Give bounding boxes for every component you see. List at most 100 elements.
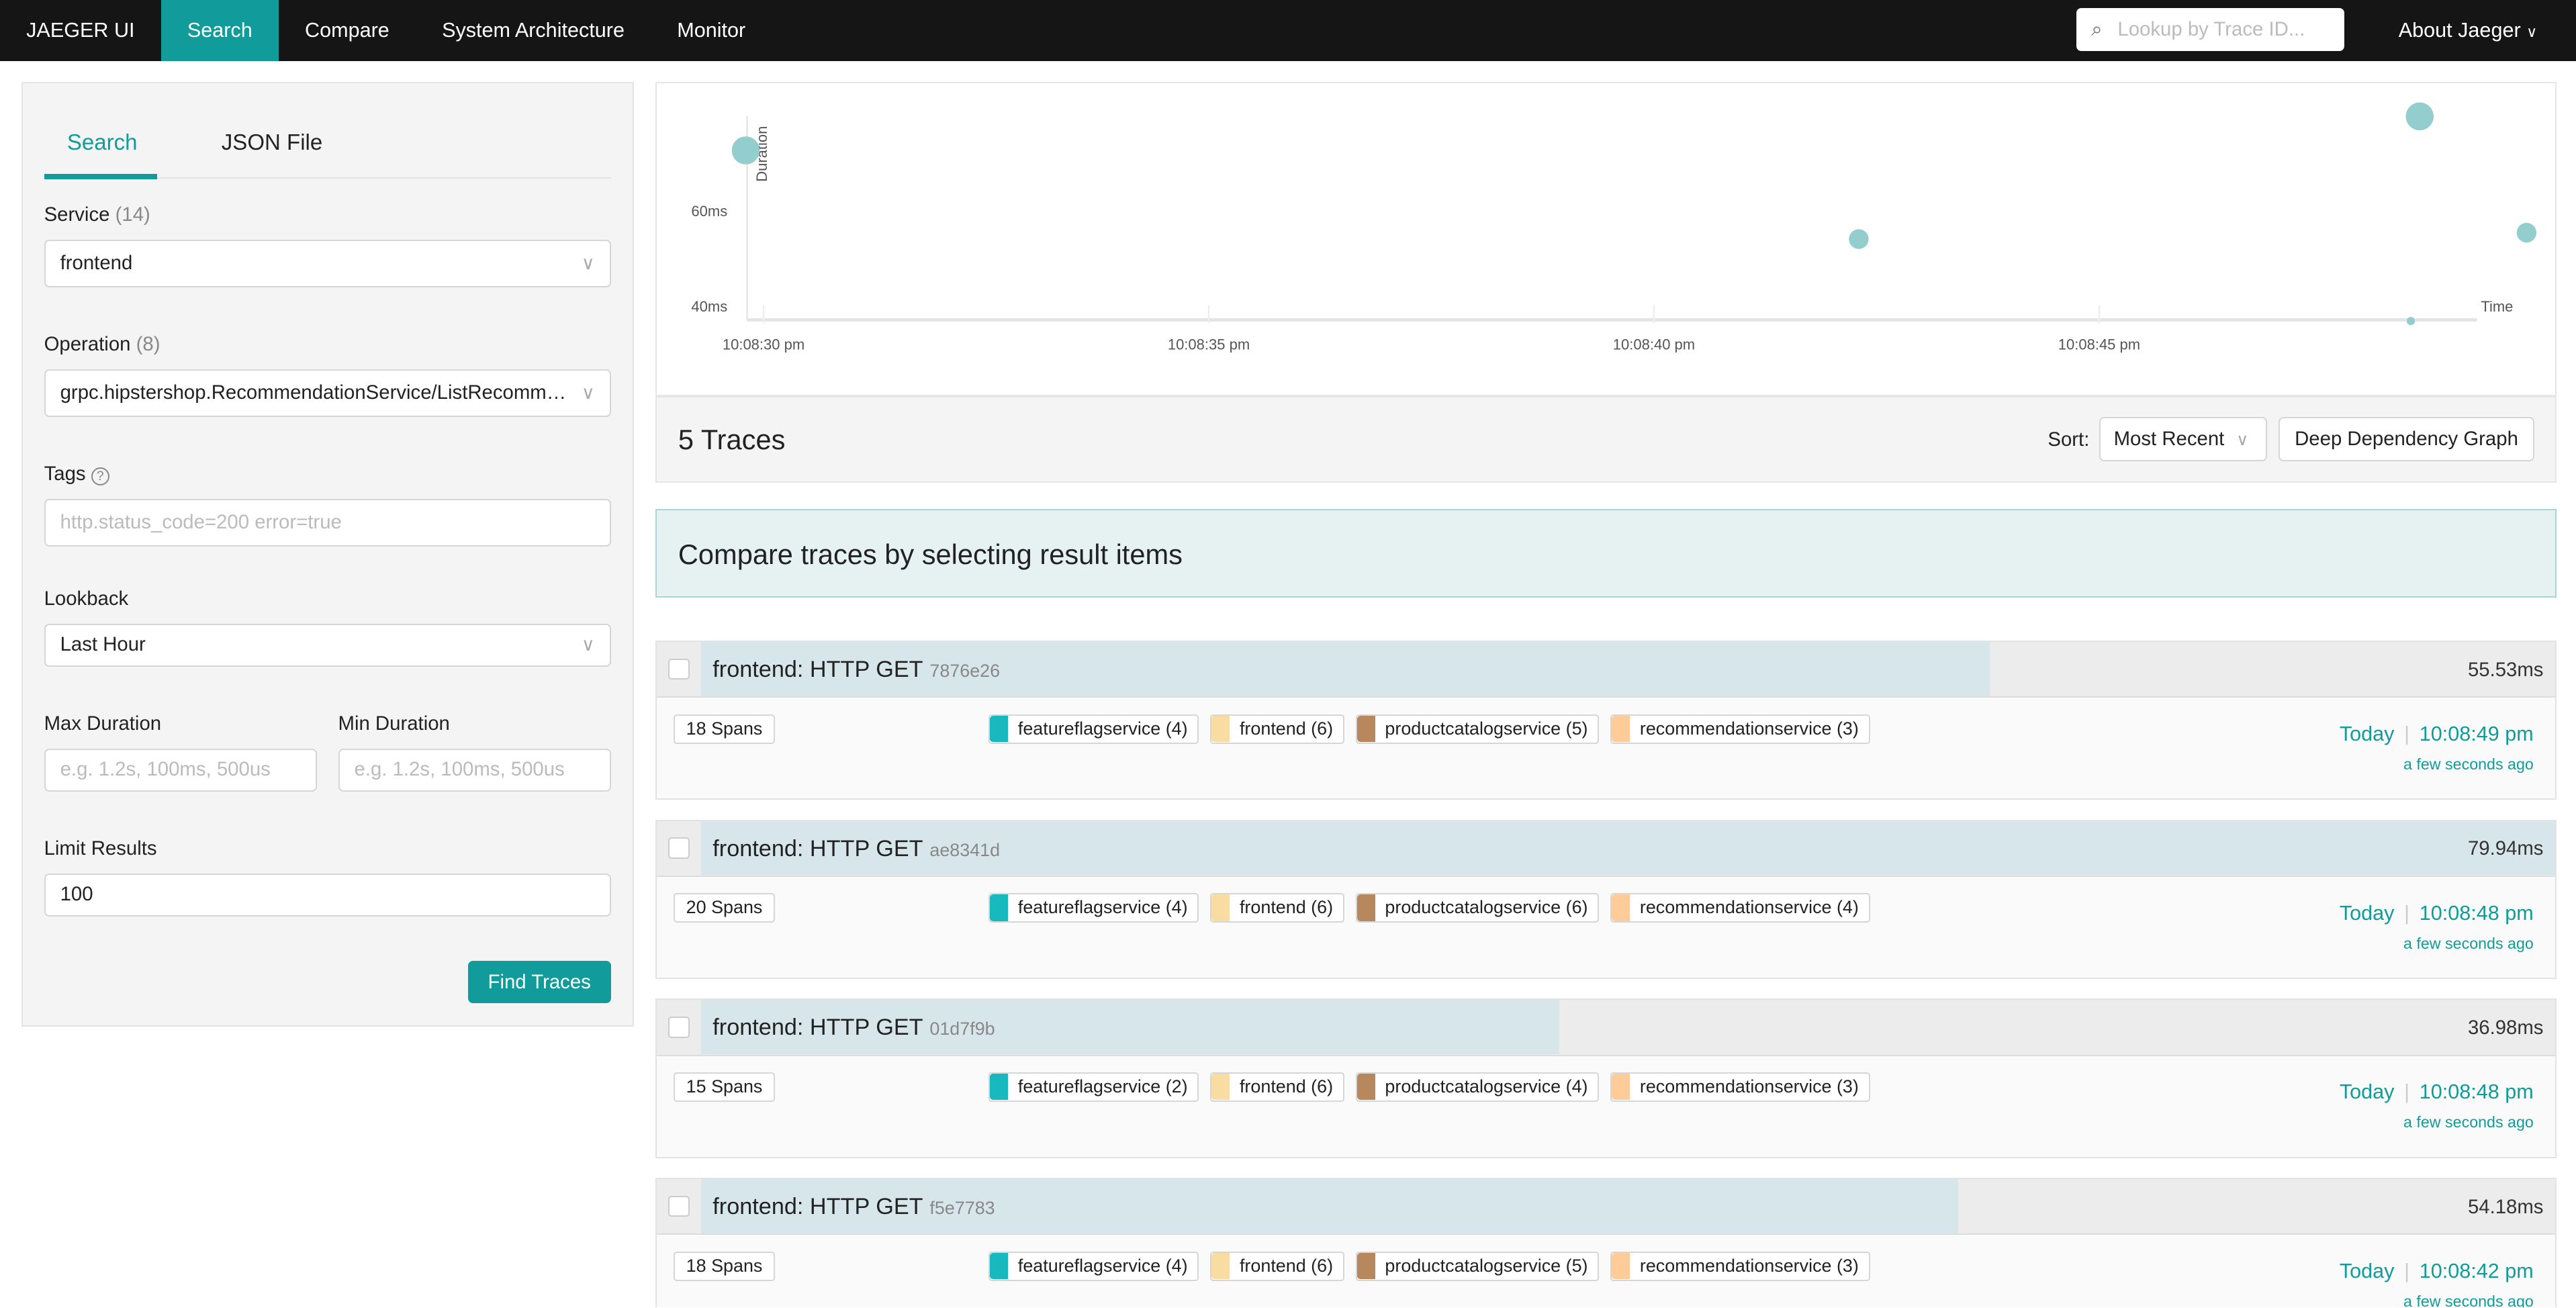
brand-logo[interactable]: JAEGER UI [26, 19, 135, 42]
trace-count: 5 Traces [678, 423, 786, 455]
service-tag: recommendationservice (3) [1610, 1251, 1870, 1281]
trace-point [2405, 102, 2434, 131]
trace-relative-time: a few seconds ago [2403, 1113, 2534, 1131]
search-tabs: Search JSON File [44, 83, 611, 179]
span-count-badge: 18 Spans [673, 714, 776, 744]
trace-result-item[interactable]: frontend: HTTP GET 7876e26 55.53ms 18 Spa… [655, 641, 2557, 800]
trace-duration: 36.98ms [2467, 1016, 2544, 1039]
trace-title[interactable]: frontend: HTTP GET 7876e26 [712, 657, 1001, 683]
trace-header[interactable]: frontend: HTTP GET 01d7f9b 36.98ms [657, 1000, 2555, 1056]
sort-label: Sort: [2048, 428, 2090, 451]
sort-select[interactable]: Most Recent ∨ [2099, 416, 2267, 461]
chevron-down-icon: ∨ [581, 635, 595, 655]
service-tag: productcatalogservice (5) [1355, 1251, 1600, 1281]
service-tag: productcatalogservice (6) [1355, 893, 1600, 923]
service-color-swatch [1356, 715, 1375, 742]
chevron-down-icon: ∨ [581, 382, 595, 403]
trace-start-time: Today | 10:08:48 pm [2339, 1080, 2534, 1104]
trace-point [1849, 229, 1869, 250]
chevron-down-icon: ∨ [2526, 24, 2538, 40]
top-nav: JAEGER UI Search Compare System Architec… [0, 0, 2576, 61]
service-color-swatch [1211, 1252, 1230, 1279]
trace-title[interactable]: frontend: HTTP GET f5e7783 [712, 1194, 995, 1220]
trace-result-item[interactable]: frontend: HTTP GET ae8341d 79.94ms 20 Spa… [655, 819, 2557, 980]
service-color-swatch [1612, 894, 1630, 921]
service-color-swatch [1356, 1074, 1375, 1101]
service-color-swatch [1211, 715, 1230, 742]
span-count-badge: 18 Spans [673, 1251, 776, 1281]
trace-select-checkbox[interactable] [668, 1195, 690, 1217]
service-color-swatch [1612, 715, 1630, 742]
operation-label: Operation (8) [44, 333, 160, 356]
tags-label: Tags ? [44, 463, 109, 486]
service-tag: featureflagservice (4) [988, 714, 1199, 744]
span-count-badge: 20 Spans [673, 893, 776, 923]
x-tick-label: 10:08:30 pm [723, 336, 804, 353]
service-tags: featureflagservice (4) frontend (6) produc… [988, 714, 1870, 744]
operation-select[interactable]: grpc.hipstershop.RecommendationService/L… [44, 369, 611, 417]
scatter-svg: 40ms 60ms 10:08:30 pm 10:08:35 pm 10:08:40 p… [692, 102, 2537, 353]
trace-select-checkbox[interactable] [668, 837, 690, 859]
trace-title[interactable]: frontend: HTTP GET 01d7f9b [712, 1015, 995, 1041]
service-color-swatch [990, 715, 1009, 742]
service-tag: featureflagservice (4) [988, 1251, 1199, 1281]
max-duration-input[interactable]: e.g. 1.2s, 100ms, 500us [44, 749, 317, 792]
find-traces-button[interactable]: Find Traces [467, 960, 611, 1004]
trace-point [2407, 317, 2416, 326]
trace-header[interactable]: frontend: HTTP GET 7876e26 55.53ms [657, 642, 2555, 698]
trace-select-checkbox[interactable] [668, 658, 690, 680]
trace-select-checkbox[interactable] [668, 1016, 690, 1038]
trace-relative-time: a few seconds ago [2403, 755, 2534, 773]
deep-dependency-graph-button[interactable]: Deep Dependency Graph [2278, 416, 2535, 461]
service-tag: recommendationservice (3) [1610, 1072, 1870, 1103]
trace-duration-bar [701, 821, 2557, 876]
trace-id-lookup-input[interactable]: ⌕ Lookup by Trace ID... [2076, 8, 2344, 51]
trace-id: 7876e26 [929, 661, 1001, 682]
min-duration-input[interactable]: e.g. 1.2s, 100ms, 500us [338, 749, 611, 792]
trace-point [2516, 223, 2537, 243]
limit-results-input[interactable]: 100 [44, 874, 611, 917]
results-header: 5 Traces Sort: Most Recent ∨ Deep Depend… [655, 395, 2557, 483]
help-icon[interactable]: ? [91, 467, 109, 486]
trace-start-time: Today | 10:08:48 pm [2339, 901, 2534, 925]
service-color-swatch [1211, 894, 1230, 921]
service-tag: frontend (6) [1210, 1251, 1344, 1281]
service-value: frontend [60, 251, 133, 274]
nav-compare[interactable]: Compare [305, 19, 389, 42]
trace-duration: 54.18ms [2467, 1195, 2544, 1218]
trace-result-item[interactable]: frontend: HTTP GET 01d7f9b 36.98ms 15 Spa… [655, 998, 2557, 1158]
trace-start-time: Today | 10:08:49 pm [2339, 722, 2534, 745]
trace-result-item[interactable]: frontend: HTTP GET f5e7783 54.18ms 18 Spa… [655, 1178, 2557, 1308]
service-tags: featureflagservice (4) frontend (6) produc… [988, 1251, 1870, 1281]
trace-duration: 79.94ms [2467, 837, 2544, 860]
service-color-swatch [1356, 1252, 1375, 1279]
trace-duration-bar [701, 642, 1990, 696]
nav-search[interactable]: Search [160, 0, 279, 61]
trace-header[interactable]: frontend: HTTP GET f5e7783 54.18ms [657, 1179, 2555, 1235]
trace-id: 01d7f9b [929, 1019, 995, 1039]
trace-duration-bar [701, 1000, 1559, 1055]
service-select[interactable]: frontend ∨ [44, 239, 611, 287]
search-panel: Search JSON File Service (14) frontend ∨ … [21, 82, 635, 1027]
nav-monitor[interactable]: Monitor [677, 19, 746, 42]
about-jaeger-menu[interactable]: About Jaeger ∨ [2399, 0, 2538, 63]
tags-input[interactable]: http.status_code=200 error=true [44, 499, 611, 547]
service-tag: frontend (6) [1210, 1072, 1344, 1103]
trace-id: f5e7783 [929, 1198, 995, 1219]
service-tag: productcatalogservice (4) [1355, 1072, 1600, 1103]
service-tags: featureflagservice (4) frontend (6) produc… [988, 893, 1870, 923]
service-color-swatch [1612, 1074, 1630, 1101]
lookback-select[interactable]: Last Hour ∨ [44, 624, 611, 667]
nav-system-architecture[interactable]: System Architecture [442, 19, 625, 42]
lookup-placeholder: Lookup by Trace ID... [2117, 18, 2305, 41]
tab-search[interactable]: Search [66, 129, 138, 154]
lookback-value: Last Hour [60, 633, 146, 656]
trace-title[interactable]: frontend: HTTP GET ae8341d [712, 835, 1001, 861]
lookback-label: Lookback [44, 588, 129, 610]
trace-duration: 55.53ms [2467, 658, 2544, 681]
trace-header[interactable]: frontend: HTTP GET ae8341d 79.94ms [657, 821, 2557, 877]
service-label: Service (14) [44, 203, 150, 226]
tab-json-file[interactable]: JSON File [221, 129, 323, 154]
limit-results-label: Limit Results [44, 837, 157, 860]
